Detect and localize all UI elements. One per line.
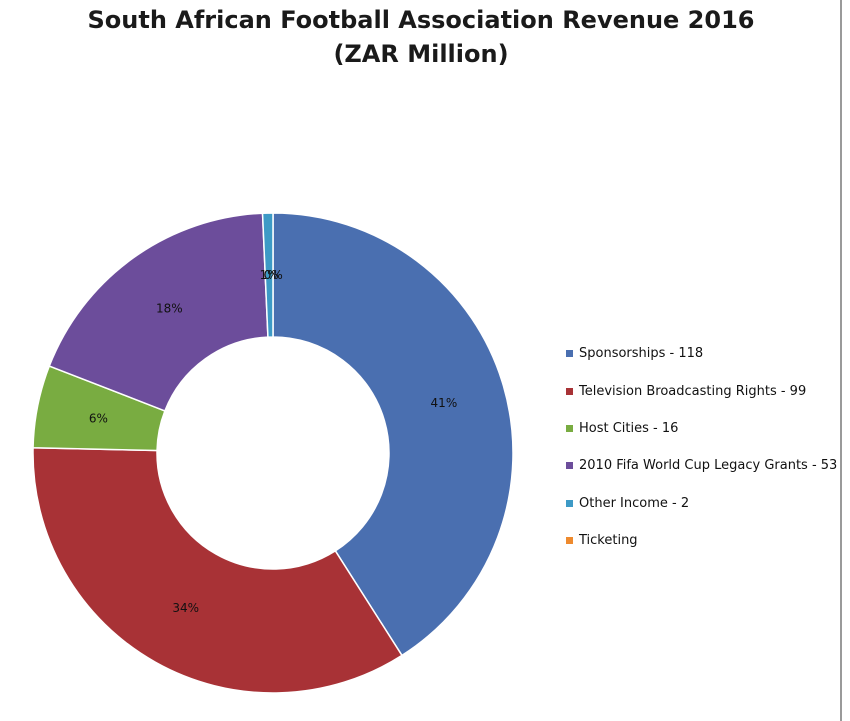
donut-slice-4: [261, 212, 274, 338]
legend-label: Ticketing: [579, 533, 638, 549]
slice-percent-label-4: 1%: [260, 268, 279, 282]
slice-percent-label-5: 0%: [264, 268, 283, 282]
legend-swatch: [566, 424, 573, 432]
chart-legend: Sponsorships - 118 Television Broadcastin…: [566, 335, 837, 559]
legend-swatch: [566, 350, 573, 358]
legend-item-4: Other Income - 2: [566, 485, 837, 522]
slice-percent-label-3: 18%: [156, 301, 183, 315]
donut-slice-1: [32, 446, 403, 694]
legend-item-0: Sponsorships - 118: [566, 335, 837, 372]
legend-item-2: Host Cities - 16: [566, 410, 837, 447]
slice-percent-label-1: 34%: [172, 601, 199, 615]
chart-title: South African Football Association Reven…: [87, 6, 755, 34]
legend-swatch: [566, 387, 573, 395]
legend-item-3: 2010 Fifa World Cup Legacy Grants - 53: [566, 447, 837, 484]
donut-slice-3: [48, 212, 269, 412]
slice-percent-label-2: 6%: [89, 411, 108, 425]
legend-swatch: [566, 499, 573, 507]
slice-percent-label-0: 41%: [431, 396, 458, 410]
legend-label: Other Income - 2: [579, 495, 690, 511]
legend-label: 2010 Fifa World Cup Legacy Grants - 53: [579, 458, 838, 474]
legend-swatch: [566, 462, 573, 470]
legend-label: Television Broadcasting Rights - 99: [579, 383, 807, 399]
legend-item-1: Television Broadcasting Rights - 99: [566, 372, 837, 409]
donut-slice-0: [272, 212, 514, 657]
legend-label: Sponsorships - 118: [579, 346, 704, 362]
legend-label: Host Cities - 16: [579, 420, 679, 436]
legend-item-5: Ticketing: [566, 522, 837, 559]
chart-subtitle: (ZAR Million): [333, 40, 509, 68]
legend-swatch: [566, 537, 573, 545]
